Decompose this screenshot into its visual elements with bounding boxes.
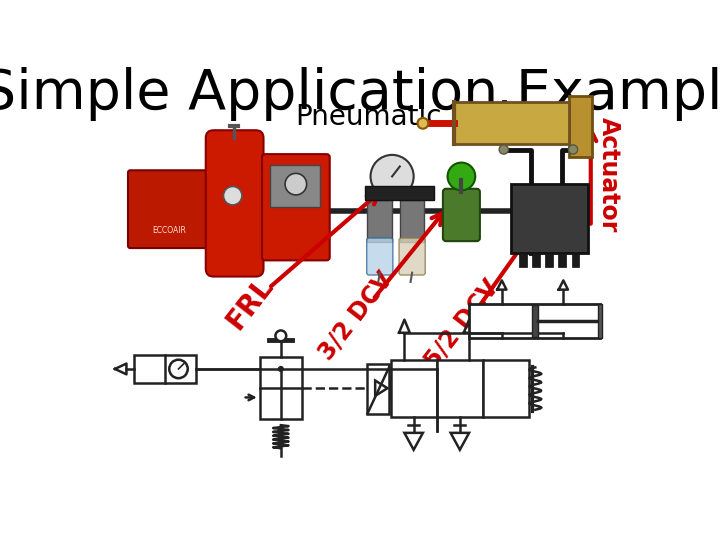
Bar <box>134 355 196 383</box>
Text: ECCOAIR: ECCOAIR <box>152 226 186 235</box>
Circle shape <box>418 118 428 129</box>
Circle shape <box>371 155 414 198</box>
Polygon shape <box>375 381 387 396</box>
Bar <box>532 305 538 336</box>
FancyBboxPatch shape <box>443 189 480 241</box>
Bar <box>572 253 579 267</box>
Bar <box>373 377 390 399</box>
Bar <box>271 165 320 207</box>
Bar <box>469 303 600 338</box>
Bar <box>390 360 437 417</box>
Text: 3/2 DCV: 3/2 DCV <box>314 267 397 365</box>
FancyBboxPatch shape <box>206 130 264 276</box>
Circle shape <box>223 186 242 205</box>
Bar <box>559 253 566 267</box>
Bar <box>483 360 529 417</box>
Polygon shape <box>405 433 423 450</box>
Text: Pneumatic: Pneumatic <box>296 103 442 131</box>
Text: Simple Application Example: Simple Application Example <box>0 67 720 121</box>
Bar <box>519 253 527 267</box>
Polygon shape <box>451 433 469 450</box>
Bar <box>454 102 570 144</box>
Bar <box>511 184 588 253</box>
Bar <box>545 253 553 267</box>
Circle shape <box>448 163 475 190</box>
Bar <box>400 200 425 242</box>
Text: Actuator: Actuator <box>598 117 621 233</box>
Circle shape <box>278 366 284 372</box>
Bar <box>367 363 389 414</box>
Bar <box>598 303 603 338</box>
FancyBboxPatch shape <box>366 238 393 275</box>
Bar <box>365 186 434 200</box>
Text: FRL: FRL <box>221 272 279 335</box>
Bar <box>367 200 392 242</box>
FancyBboxPatch shape <box>399 238 426 275</box>
Bar <box>437 360 483 417</box>
Circle shape <box>568 145 577 154</box>
Bar <box>260 357 302 419</box>
Circle shape <box>499 145 508 154</box>
Circle shape <box>285 173 307 195</box>
Circle shape <box>169 360 188 378</box>
Bar <box>532 253 540 267</box>
FancyBboxPatch shape <box>262 154 330 260</box>
FancyBboxPatch shape <box>128 170 210 248</box>
Circle shape <box>276 330 287 341</box>
Text: 5/2 DCV: 5/2 DCV <box>420 275 503 373</box>
Bar <box>570 96 593 157</box>
